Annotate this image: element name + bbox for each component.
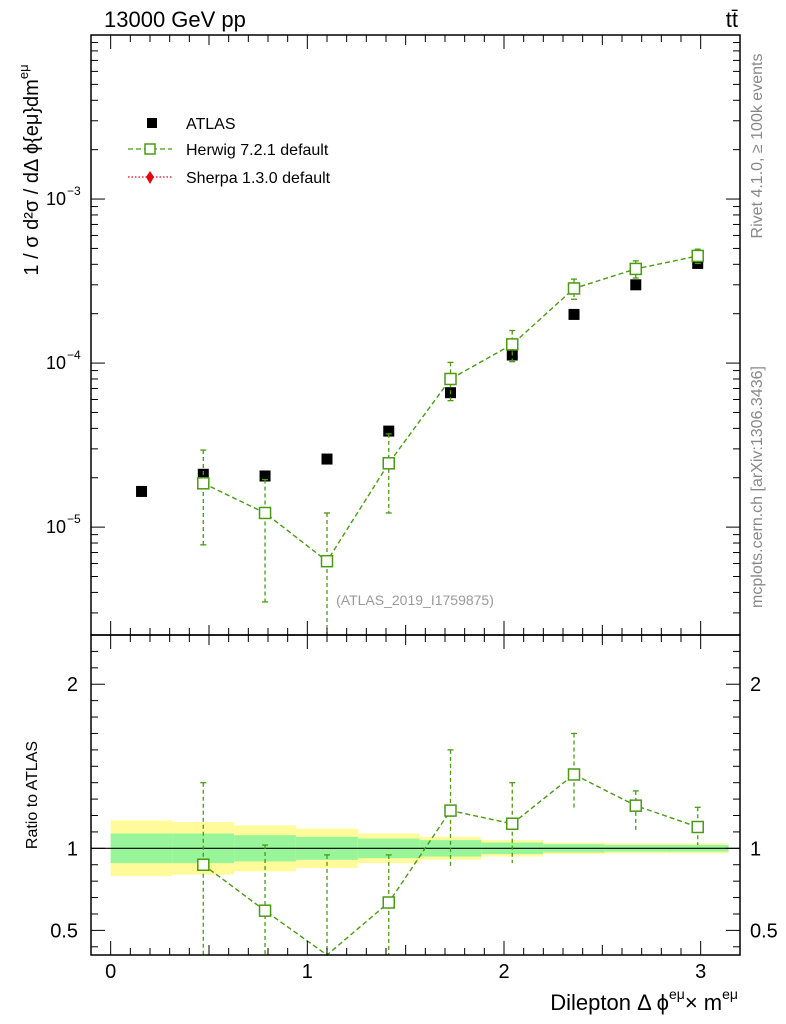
legend-atlas-label: ATLAS: [186, 116, 236, 133]
main-ylabel-text: 1 / σ d²σ / dΔ ϕ{eμ}dm: [21, 79, 43, 275]
main-ylabel-sup: eμ: [16, 64, 31, 79]
ratio-plot-panel: 0.5 0.5 1 1 2 2 0 1 2 3 Ratio to ATLAS Dilepton Δ…: [24, 634, 778, 1015]
ratio-ytick-label-right: 2: [750, 674, 761, 696]
legend-herwig-label: Herwig 7.2.1 default: [186, 142, 329, 159]
xtick-label: 0: [105, 961, 116, 983]
ratio-plot-frame: [90, 634, 741, 956]
xtick-label: 2: [498, 961, 509, 983]
main-annotation: (ATLAS_2019_I1759875): [336, 592, 494, 608]
energy-title: 13000 GeV pp: [104, 7, 246, 32]
ratio-herwig-point: [258, 904, 272, 917]
main-plot-panel: 10−510−410−3 (ATLAS_2019_I1759875) 1 / σ…: [16, 34, 741, 636]
herwig-line: [202, 255, 698, 563]
atlas-point: [259, 470, 271, 482]
ratio-herwig-point: [506, 817, 519, 830]
main-ytick-label: 10: [46, 189, 66, 209]
legend: ATLAS Herwig 7.2.1 default Sherpa 1.3.0 …: [128, 116, 331, 187]
xlabel-main: Dilepton Δ ϕ: [550, 990, 669, 1015]
atlas-point: [630, 279, 642, 291]
atlas-point: [383, 425, 395, 437]
ratio-ytick-label: 0.5: [50, 920, 78, 942]
main-ytick-exponent: −5: [67, 512, 81, 526]
main-ylabel: 1 / σ d²σ / dΔ ϕ{eμ}dmeμ: [16, 64, 43, 275]
herwig-point: [382, 457, 396, 470]
herwig-point: [506, 338, 519, 351]
xtick-label: 3: [695, 961, 706, 983]
process-label: tt̄: [726, 7, 738, 32]
legend-atlas-marker: [147, 118, 157, 128]
xlabel-sup2: eμ: [722, 986, 738, 1002]
herwig-point: [320, 554, 334, 568]
legend-sherpa-marker: [146, 171, 154, 184]
ratio-ytick-label: 2: [67, 674, 78, 696]
main-ytick-exponent: −3: [67, 184, 81, 198]
xtick-label: 1: [302, 961, 313, 983]
ratio-ytick-label-right: 1: [750, 838, 761, 860]
ratio-ylabel: Ratio to ATLAS: [24, 741, 41, 849]
main-ytick-exponent: −4: [67, 348, 81, 362]
herwig-point: [567, 282, 581, 295]
ratio-herwig-point: [444, 804, 457, 817]
atlas-point: [321, 453, 333, 465]
ratio-ytick-label: 1: [67, 838, 78, 860]
ratio-herwig-point: [567, 768, 581, 781]
ratio-herwig-point: [691, 820, 704, 834]
herwig-point: [691, 249, 704, 263]
atlas-point: [568, 308, 580, 320]
rivet-version-label: Rivet 4.1.0, ≥ 100k events: [749, 54, 766, 239]
herwig-point: [629, 262, 643, 276]
xlabel-sup1: eμ: [669, 986, 685, 1002]
herwig-point: [258, 506, 272, 520]
herwig-point: [444, 372, 457, 386]
xlabel-mid: × m: [685, 990, 722, 1015]
ratio-ytick-label-right: 0.5: [750, 920, 778, 942]
ratio-herwig-point: [629, 799, 643, 812]
ratio-herwig-point: [382, 896, 396, 909]
ratio-xlabel: Dilepton Δ ϕeμ× meμ: [550, 986, 738, 1015]
ratio-herwig-point: [197, 858, 210, 871]
herwig-point: [197, 477, 210, 490]
mcplots-site-label: mcplots.cern.ch [arXiv:1306.3436]: [749, 366, 766, 608]
atlas-point: [136, 485, 148, 497]
legend-herwig-marker: [144, 143, 156, 155]
main-ytick-label: 10: [46, 517, 66, 537]
main-ytick-label: 10: [46, 353, 66, 373]
legend-sherpa-label: Sherpa 1.3.0 default: [186, 170, 331, 187]
